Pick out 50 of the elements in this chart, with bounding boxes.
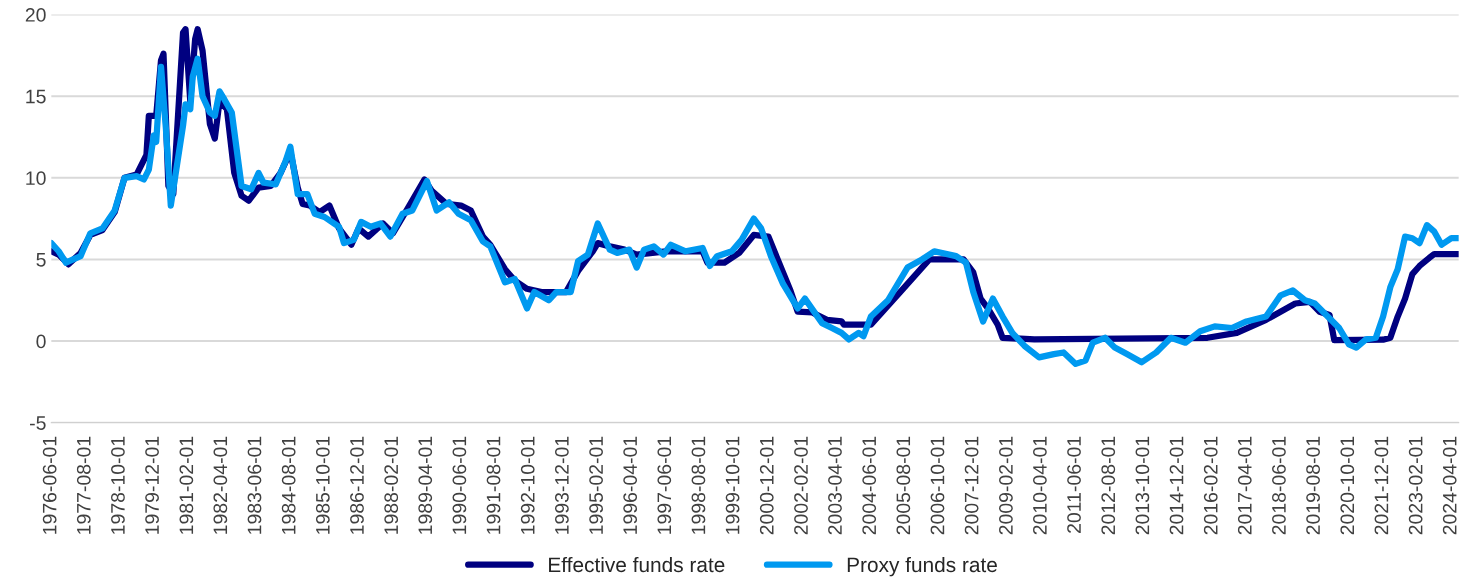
x-tick-label: 1981-02-01 [179, 436, 194, 534]
y-tick-label: 0 [36, 334, 46, 349]
x-tick-label: 2006-10-01 [930, 436, 945, 535]
x-tick-label: 1984-08-01 [281, 436, 296, 534]
x-tick-label: 1997-06-01 [657, 436, 672, 534]
x-tick-label: 1985-10-01 [315, 436, 330, 534]
x-tick-label: 2014-12-01 [1169, 436, 1184, 535]
x-tick-label: 1993-12-01 [554, 436, 569, 534]
x-tick-label: 2023-02-01 [1408, 436, 1423, 535]
x-tick-label: 1979-12-01 [145, 436, 159, 534]
x-tick-label: 1990-06-01 [452, 436, 467, 534]
x-tick-label: 1976-06-01 [42, 436, 57, 534]
y-tick-label: 20 [25, 8, 46, 22]
y-tick-label: 15 [26, 89, 46, 104]
x-tick-label: 1988-02-01 [384, 436, 399, 534]
x-tick-label: 2024-04-01 [1442, 436, 1457, 535]
x-tick-label: 1978-10-01 [111, 436, 125, 534]
x-tick-label: 2019-08-01 [1306, 436, 1320, 535]
x-tick-label: 1996-04-01 [623, 436, 638, 534]
legend-label: Effective funds rate [549, 556, 725, 573]
x-tick-label: 1977-08-01 [76, 436, 91, 534]
legend-label: Proxy funds rate [847, 556, 997, 577]
x-tick-label: 2002-02-01 [794, 436, 808, 535]
x-tick-label: 2003-04-01 [828, 436, 842, 535]
x-tick-label: 2018-06-01 [1272, 436, 1286, 535]
x-tick-label: 2009-02-01 [999, 436, 1013, 535]
x-tick-label: 1986-12-01 [350, 436, 364, 534]
x-tick-label: 1983-06-01 [247, 436, 262, 534]
x-tick-label: 2007-12-01 [964, 436, 979, 535]
x-tick-label: 2021-12-01 [1374, 436, 1389, 535]
x-tick-label: 2010-04-01 [1033, 436, 1047, 535]
x-tick-label: 1989-04-01 [418, 436, 433, 534]
x-tick-label: 1982-04-01 [213, 436, 228, 534]
x-tick-label: 2004-06-01 [862, 436, 877, 535]
y-tick-label: 5 [36, 253, 46, 267]
x-tick-label: 2017-04-01 [1237, 436, 1252, 535]
x-tick-label: 1999-10-01 [725, 436, 740, 534]
x-tick-label: 2011-06-01 [1067, 436, 1081, 533]
x-tick-label: 1995-02-01 [589, 436, 603, 534]
x-tick-label: 2000-12-01 [759, 436, 774, 535]
y-tick-label: -5 [30, 416, 46, 430]
x-tick-label: 2016-02-01 [1203, 436, 1218, 535]
x-tick-label: 1992-10-01 [520, 436, 535, 534]
x-tick-label: 1991-08-01 [486, 436, 501, 534]
x-tick-label: 2005-08-01 [896, 436, 911, 535]
x-tick-label: 2013-10-01 [1135, 436, 1150, 535]
x-tick-label: 2012-08-01 [1101, 436, 1116, 535]
y-tick-label: 10 [26, 171, 46, 186]
x-tick-label: 1998-08-01 [691, 436, 706, 534]
x-tick-label: 2020-10-01 [1340, 436, 1355, 535]
